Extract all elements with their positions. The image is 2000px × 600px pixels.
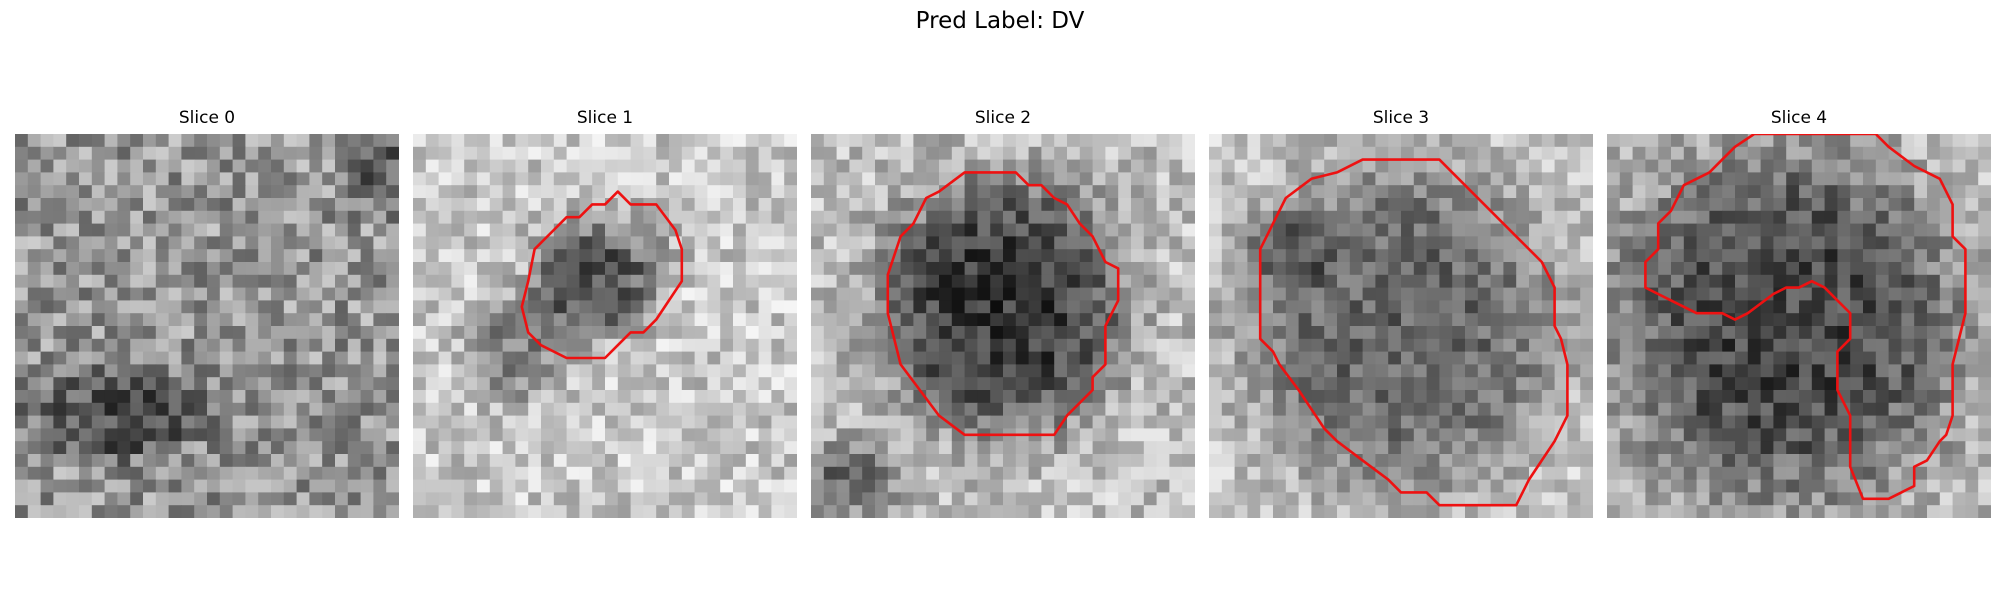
segmentation-contour <box>1644 134 1967 501</box>
slice-title: Slice 4 <box>1770 108 1828 128</box>
slice-image <box>413 134 797 518</box>
slice-panel-1: Slice 1 <box>413 108 797 522</box>
slice-title: Slice 3 <box>1372 108 1430 128</box>
segmentation-contour <box>520 190 684 360</box>
pixel-grid <box>811 134 1195 518</box>
pixel-grid <box>413 134 797 518</box>
slice-title: Slice 0 <box>178 108 236 128</box>
slice-panel-4: Slice 4 <box>1607 108 1991 522</box>
figure-title: Pred Label: DV <box>915 8 1085 34</box>
pixel-grid <box>1209 134 1593 518</box>
segmentation-contour <box>1258 158 1569 507</box>
slice-panel-2: Slice 2 <box>811 108 1195 522</box>
pixel-grid <box>1607 134 1991 518</box>
slice-panel-0: Slice 0 <box>15 108 399 522</box>
slice-image <box>15 134 399 518</box>
slice-image <box>811 134 1195 518</box>
slice-image <box>1607 134 1991 518</box>
pixel-grid <box>15 134 399 518</box>
slice-image <box>1209 134 1593 518</box>
slice-title: Slice 1 <box>576 108 634 128</box>
slice-panel-3: Slice 3 <box>1209 108 1593 522</box>
slice-title: Slice 2 <box>974 108 1032 128</box>
segmentation-contour <box>886 171 1120 437</box>
